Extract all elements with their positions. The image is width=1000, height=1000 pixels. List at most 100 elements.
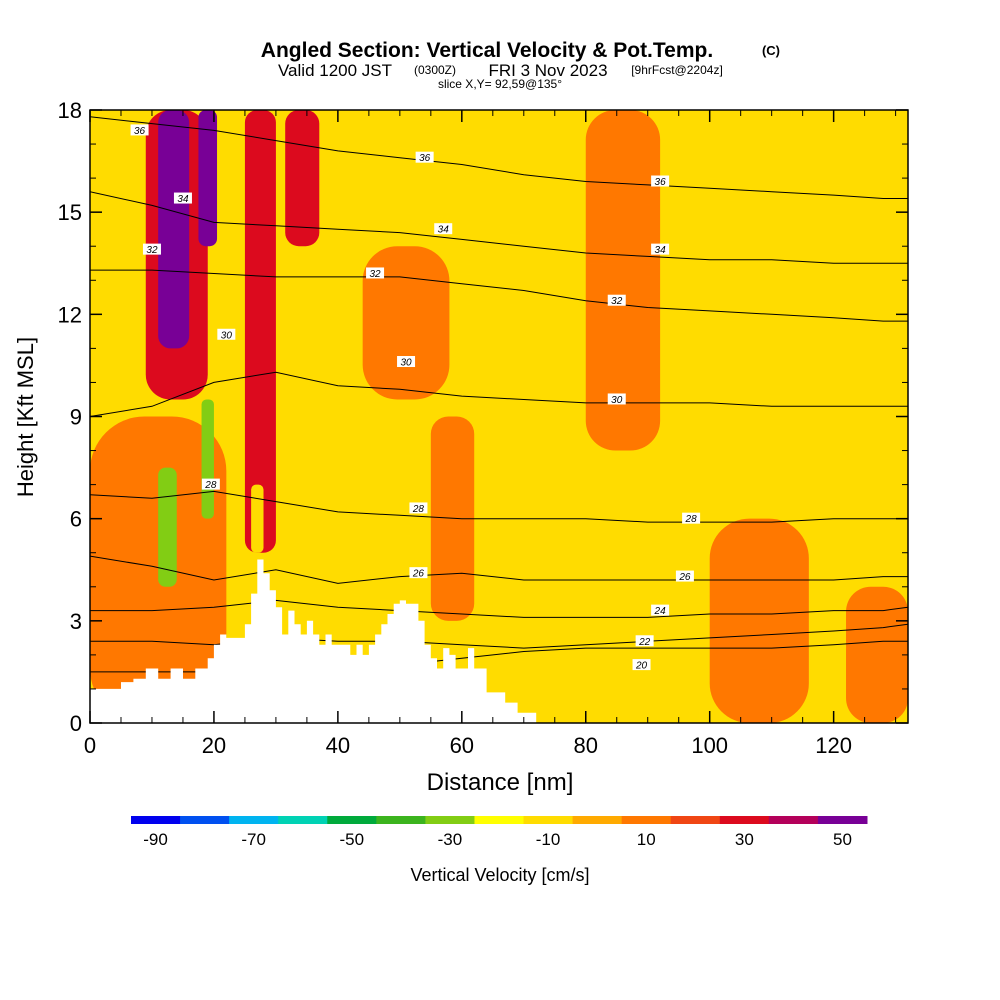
isentrope-label-box — [682, 512, 701, 524]
isentrope-label-box — [434, 223, 453, 235]
isentrope-28 — [90, 490, 908, 523]
isentrope-label: 28 — [201, 478, 220, 491]
isentrope-36 — [90, 116, 908, 199]
isentrope-label-text: 36 — [419, 153, 431, 164]
isentrope-label: 28 — [682, 512, 701, 525]
y-tick-label: 6 — [70, 507, 82, 532]
isentrope-label-box — [675, 570, 694, 582]
isentrope-label-text: 32 — [611, 296, 623, 307]
velocity-region — [709, 518, 809, 723]
velocity-region — [362, 246, 450, 400]
isentrope-label-text: 20 — [635, 661, 648, 672]
isentrope-label-text: 36 — [134, 126, 146, 137]
colorbar-label: Vertical Velocity [cm/s] — [410, 865, 589, 885]
isentrope-label: 32 — [142, 243, 161, 256]
isentrope-label: 24 — [651, 604, 670, 617]
isentrope-26 — [90, 555, 908, 584]
x-tick-label: 80 — [574, 733, 598, 758]
y-tick-label: 0 — [70, 711, 82, 736]
colorbar-tick-label: 30 — [735, 830, 754, 849]
colorbar-swatch — [474, 816, 525, 824]
isentrope-label-text: 28 — [412, 504, 425, 515]
slice-label: slice X,Y= 92,59@135° — [438, 77, 562, 91]
isentrope-label-text: 22 — [638, 637, 651, 648]
colorbar-swatch — [131, 816, 181, 824]
colorbar-swatch — [278, 816, 328, 824]
colorbar-swatch — [572, 816, 623, 824]
isentrope-label: 36 — [651, 175, 670, 188]
isentrope-label-text: 32 — [146, 245, 158, 256]
colorbar-swatch — [719, 816, 770, 824]
colorbar-swatch — [817, 816, 868, 824]
isentrope-label-text: 34 — [177, 194, 189, 205]
isentrope-label-box — [409, 567, 428, 579]
isentrope-label-box — [142, 243, 161, 255]
isentrope-label-box — [635, 635, 654, 647]
velocity-region — [198, 110, 218, 247]
isentrope-label-box — [607, 294, 626, 306]
isentrope-label-text: 26 — [412, 569, 425, 580]
velocity-region — [201, 399, 214, 519]
isentrope-label: 34 — [173, 192, 192, 205]
isentrope-label: 34 — [434, 223, 453, 236]
isentrope-label-text: 30 — [400, 358, 412, 369]
isentrope-label: 32 — [607, 294, 626, 307]
y-tick-label: 12 — [58, 302, 82, 327]
isentrope-labels: 36 36 36 34 34 34 32 32 32 30 30 30 28 28 28 26 26 24 22 20 — [130, 124, 701, 672]
isentrope-label-text: 24 — [654, 606, 667, 617]
chart-title: Angled Section: Vertical Velocity & Pot.… — [261, 39, 713, 62]
isentrope-label-text: 28 — [204, 480, 217, 491]
colorbar-tick-label: -50 — [340, 830, 365, 849]
isentrope-label: 20 — [632, 659, 651, 672]
x-tick-label: 120 — [815, 733, 852, 758]
isentrope-label-box — [607, 393, 626, 405]
x-tick-label: 40 — [326, 733, 350, 758]
isentrope-label: 30 — [397, 356, 416, 369]
x-tick-label: 20 — [202, 733, 226, 758]
terrain — [90, 559, 908, 723]
x-tick-label: 60 — [450, 733, 474, 758]
y-tick-label: 18 — [58, 98, 82, 123]
colorbar-swatch — [327, 816, 377, 824]
colorbar-tick-label: -10 — [536, 830, 561, 849]
subtitle-forecast: [9hrFcst@2204z] — [631, 63, 723, 77]
isentrope-label-box — [651, 604, 670, 616]
isentrope-label-text: 36 — [655, 177, 667, 188]
x-axis-label: Distance [nm] — [427, 769, 574, 796]
y-tick-label: 15 — [58, 200, 82, 225]
subtitle-date: FRI 3 Nov 2023 — [488, 61, 607, 80]
terrain-mask — [90, 559, 908, 723]
isentrope-label-box — [409, 502, 428, 514]
isentrope-label-box — [130, 124, 149, 136]
colorbar-swatch — [229, 816, 279, 824]
colorbar-tick-label: -30 — [438, 830, 463, 849]
isentrope-label-box — [366, 267, 385, 279]
velocity-region — [285, 110, 320, 247]
isentrope-label: 28 — [409, 502, 428, 515]
velocity-region — [90, 416, 227, 723]
isentrope-label: 22 — [635, 635, 654, 648]
isentrope-label: 26 — [409, 567, 428, 580]
isentrope-label-text: 34 — [655, 245, 667, 256]
isentrope-label-text: 30 — [221, 330, 233, 341]
velocity-region — [158, 467, 177, 587]
isentrope-34 — [90, 191, 908, 264]
colorbar: -90 -70 -50 -30 -10 10 30 50 — [131, 816, 868, 849]
isentrope-label-text: 28 — [685, 514, 698, 525]
isentrope-label-box — [632, 659, 651, 671]
isentrope-label-box — [415, 151, 434, 163]
y-axis-label: Height [Kft MSL] — [13, 337, 38, 497]
isentrope-24 — [90, 599, 908, 618]
isentrope-label-box — [201, 478, 220, 490]
y-tick-label: 9 — [70, 405, 82, 430]
isentrope-label-text: 32 — [369, 269, 381, 280]
isentrope-label: 30 — [217, 328, 236, 341]
velocity-field — [90, 110, 908, 723]
colorbar-swatch — [523, 816, 574, 824]
colorbar-tick-label: 10 — [637, 830, 656, 849]
subtitle-valid: Valid 1200 JST — [278, 61, 392, 80]
colorbar-swatch — [425, 816, 475, 824]
velocity-region — [244, 110, 276, 553]
velocity-region — [158, 110, 190, 349]
